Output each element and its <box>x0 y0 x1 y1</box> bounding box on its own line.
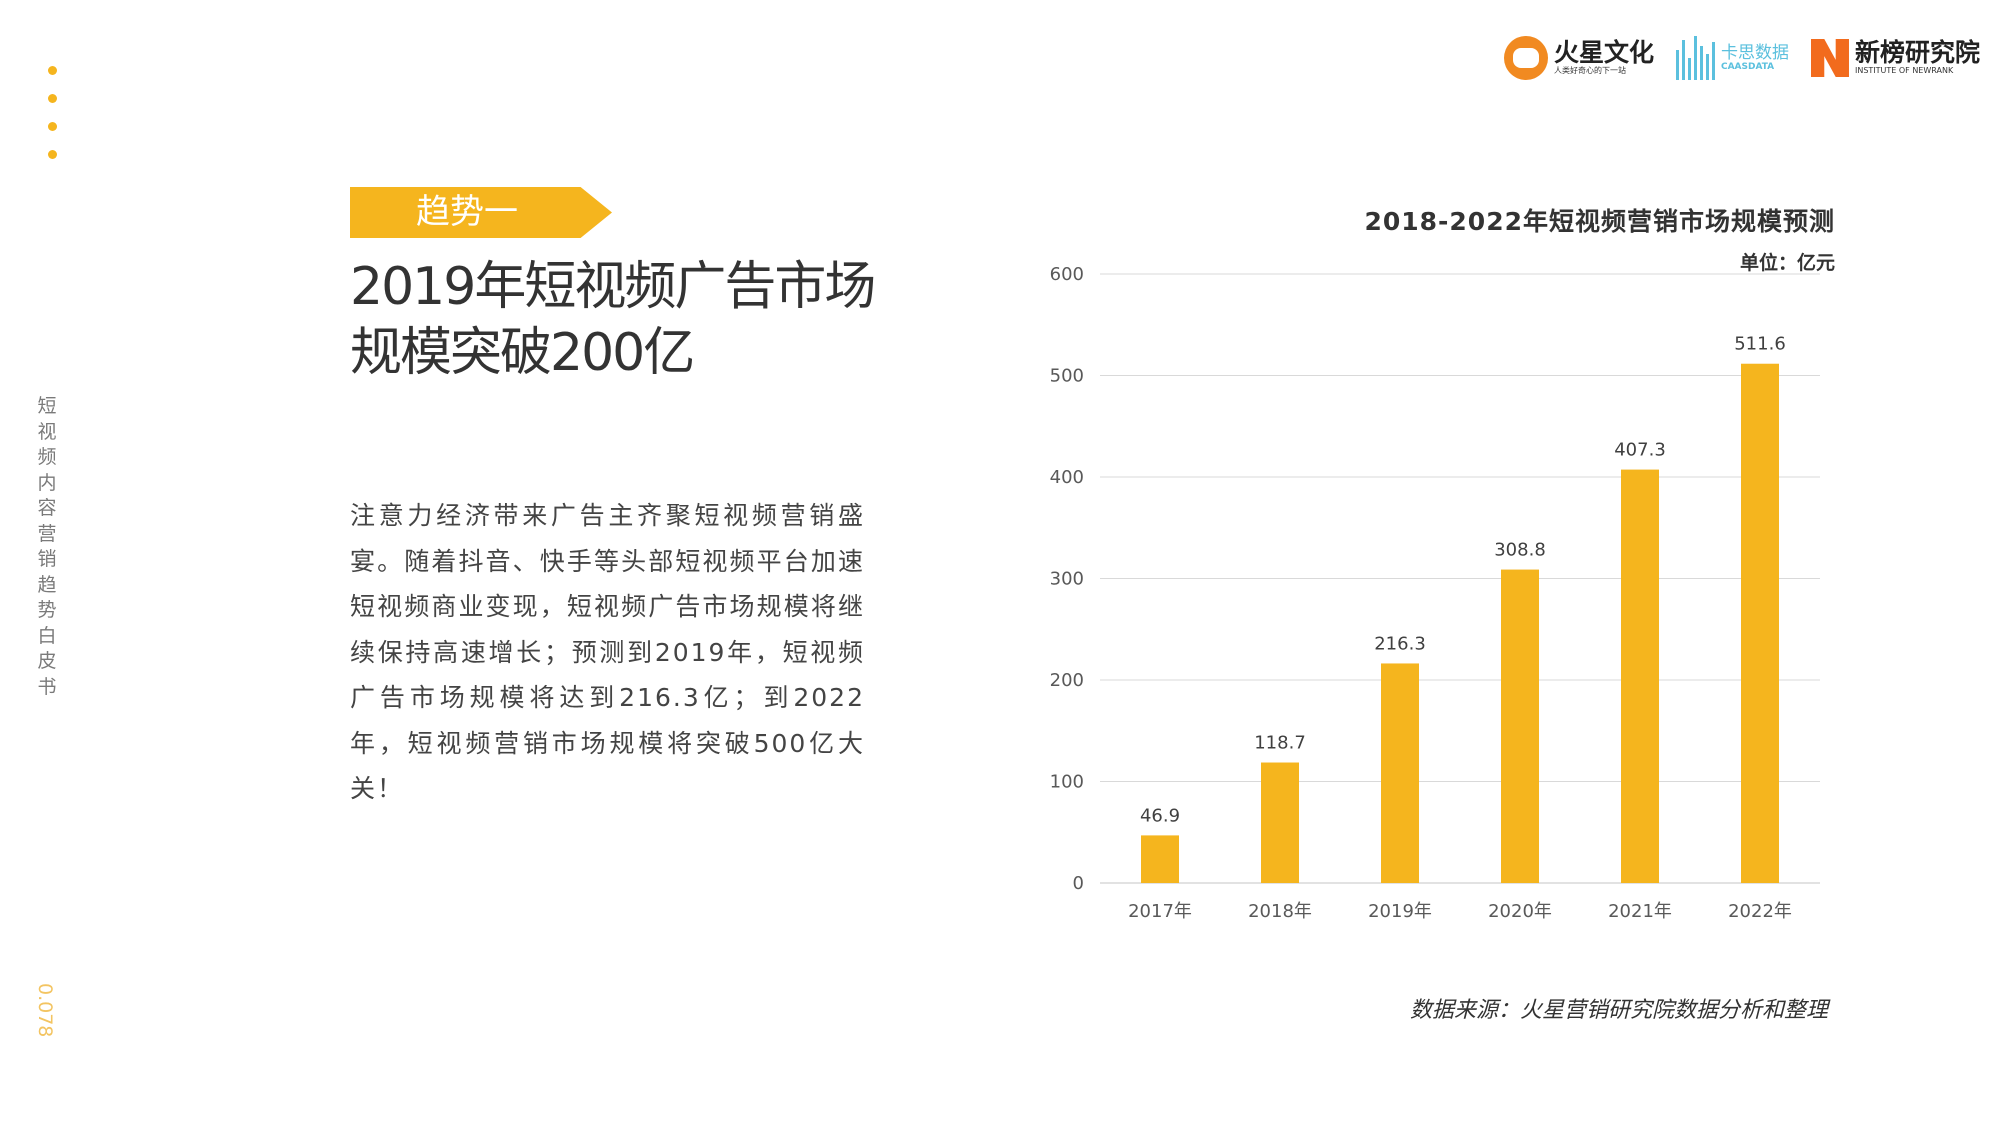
huoxing-logo: 火星文化 人类好奇心的下一站 <box>1503 36 1654 80</box>
bar-chart: 0 100 200 300 400 500 600 46.9 2017年 118.7 2018年 21… <box>1050 264 1820 922</box>
bar <box>1261 762 1299 883</box>
page-number: 0.078 <box>34 983 56 1038</box>
xinbang-logo-icon <box>1810 39 1849 77</box>
y-tick-label: 300 <box>1050 569 1084 590</box>
page-headline: 2019年短视频广告市场规模突破200亿 <box>350 257 876 383</box>
body-paragraph: 注意力经济带来广告主齐聚短视频营销盛宴。随着抖音、快手等头部短视频平台加速短视频… <box>350 501 865 803</box>
y-tick-label: 0 <box>1073 873 1084 894</box>
decorative-dots <box>48 66 58 178</box>
data-label: 511.6 <box>1734 334 1786 355</box>
y-tick-label: 600 <box>1050 264 1084 285</box>
huoxing-logo-icon <box>1503 36 1548 80</box>
kaxing-logo-tagline: CAASDATA <box>1720 62 1775 72</box>
dot <box>48 94 57 103</box>
bar <box>1141 835 1179 883</box>
data-label: 118.7 <box>1254 733 1306 754</box>
xinbang-logo-name: 新榜研究院 <box>1854 38 1980 67</box>
kaxing-logo: 卡思数据 CAASDATA <box>1675 36 1789 80</box>
bar <box>1621 469 1659 883</box>
data-label: 216.3 <box>1374 633 1426 654</box>
bar <box>1501 569 1539 883</box>
trend-tag: 趋势一 <box>350 187 612 238</box>
x-tick-label: 2017年 <box>1128 901 1192 922</box>
data-label: 308.8 <box>1494 540 1546 561</box>
y-tick-label: 500 <box>1050 366 1084 387</box>
xinbang-logo-tagline: INSTITUTE OF NEWRANK <box>1854 66 1954 75</box>
dot <box>48 150 57 159</box>
data-label: 407.3 <box>1614 440 1666 461</box>
bar <box>1741 363 1779 883</box>
data-label: 46.9 <box>1140 805 1180 826</box>
source-note: 数据来源：火星营销研究院数据分析和整理 <box>1409 998 1828 1023</box>
x-tick-label: 2022年 <box>1728 901 1792 922</box>
kaxing-logo-icon <box>1675 36 1715 80</box>
dot <box>48 122 57 131</box>
bar <box>1381 663 1419 883</box>
x-tick-label: 2020年 <box>1488 901 1552 922</box>
dot <box>48 66 57 75</box>
chart-unit-label: 单位：亿元 <box>1739 252 1835 274</box>
x-tick-label: 2019年 <box>1368 901 1432 922</box>
y-tick-label: 100 <box>1050 772 1084 793</box>
huoxing-logo-tagline: 人类好奇心的下一站 <box>1553 66 1626 75</box>
x-tick-label: 2021年 <box>1608 901 1672 922</box>
partner-logos: 火星文化 人类好奇心的下一站 卡思数据 CAASDATA 新榜研究院 INSTI… <box>1503 36 1980 80</box>
huoxing-logo-name: 火星文化 <box>1553 38 1654 67</box>
kaxing-logo-name: 卡思数据 <box>1720 43 1789 63</box>
side-document-title: 短视频内容营销趋势白皮书 <box>37 395 57 698</box>
chart-title: 2018-2022年短视频营销市场规模预测 <box>1364 207 1835 236</box>
y-tick-label: 200 <box>1050 670 1084 691</box>
xinbang-logo: 新榜研究院 INSTITUTE OF NEWRANK <box>1810 38 1980 77</box>
y-tick-label: 400 <box>1050 467 1084 488</box>
x-tick-label: 2018年 <box>1248 901 1312 922</box>
